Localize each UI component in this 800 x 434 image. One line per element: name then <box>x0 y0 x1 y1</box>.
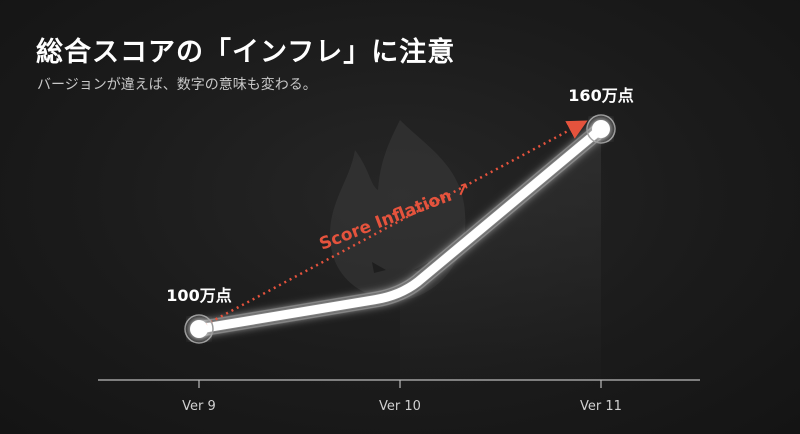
series-line <box>194 124 606 334</box>
page-subtitle: バージョンが違えば、数字の意味も変わる。 <box>37 77 317 93</box>
data-label: 100万点 <box>166 286 231 305</box>
x-tick-label: Ver 11 <box>580 399 622 414</box>
x-tick-label: Ver 10 <box>379 399 421 414</box>
data-point <box>592 120 610 138</box>
data-point <box>190 320 208 338</box>
area-shade <box>400 129 601 380</box>
data-point-ring <box>184 314 214 344</box>
data-point-ring <box>586 114 616 144</box>
inflation-arrow <box>204 120 588 327</box>
data-label: 160万点 <box>568 86 633 105</box>
x-tick-label: Ver 9 <box>182 399 216 414</box>
page-title: 総合スコアの「インフレ」に注意 <box>36 37 456 68</box>
